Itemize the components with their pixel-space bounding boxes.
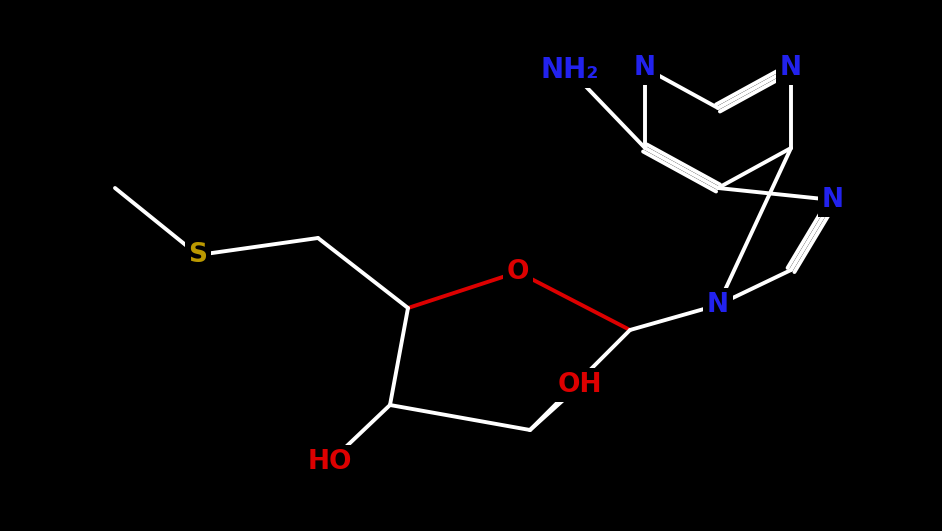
Text: N: N: [822, 187, 844, 213]
Text: N: N: [634, 55, 656, 81]
Text: HO: HO: [308, 449, 352, 475]
Text: N: N: [707, 292, 729, 318]
Text: S: S: [188, 242, 207, 268]
Text: O: O: [507, 259, 529, 285]
Text: OH: OH: [558, 372, 602, 398]
Text: NH₂: NH₂: [541, 56, 599, 84]
Text: N: N: [780, 55, 802, 81]
